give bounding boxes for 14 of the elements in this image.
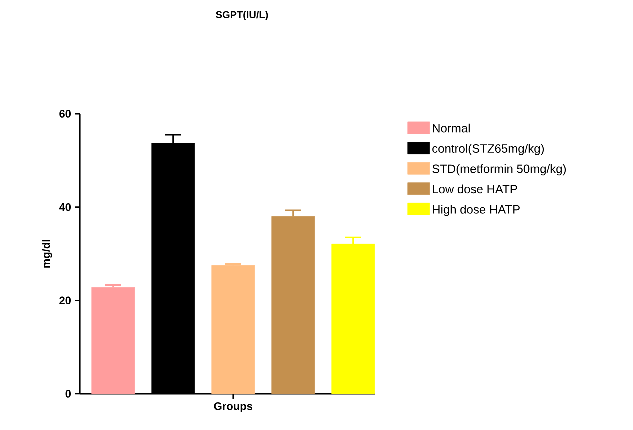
y-tick-label: 0 xyxy=(66,390,72,398)
legend-label: control(STZ65mg/kg) xyxy=(432,144,544,156)
legend-label: High dose HATP xyxy=(433,205,520,216)
bar xyxy=(92,287,136,394)
x-tick-label: Groups xyxy=(214,402,253,412)
bar xyxy=(212,265,256,394)
legend-label: Low dose HATP xyxy=(433,184,518,194)
y-axis-title: mg/dl xyxy=(42,240,52,268)
y-tick-label: 20 xyxy=(60,296,72,305)
y-tick-label: 60 xyxy=(60,110,72,118)
legend-label: STD(metformin 50mg/kg) xyxy=(432,164,566,176)
y-tick-label: 40 xyxy=(59,203,72,212)
chart-title: SGPT(IU/L) xyxy=(216,11,268,20)
legend-label: Normal xyxy=(433,124,470,133)
